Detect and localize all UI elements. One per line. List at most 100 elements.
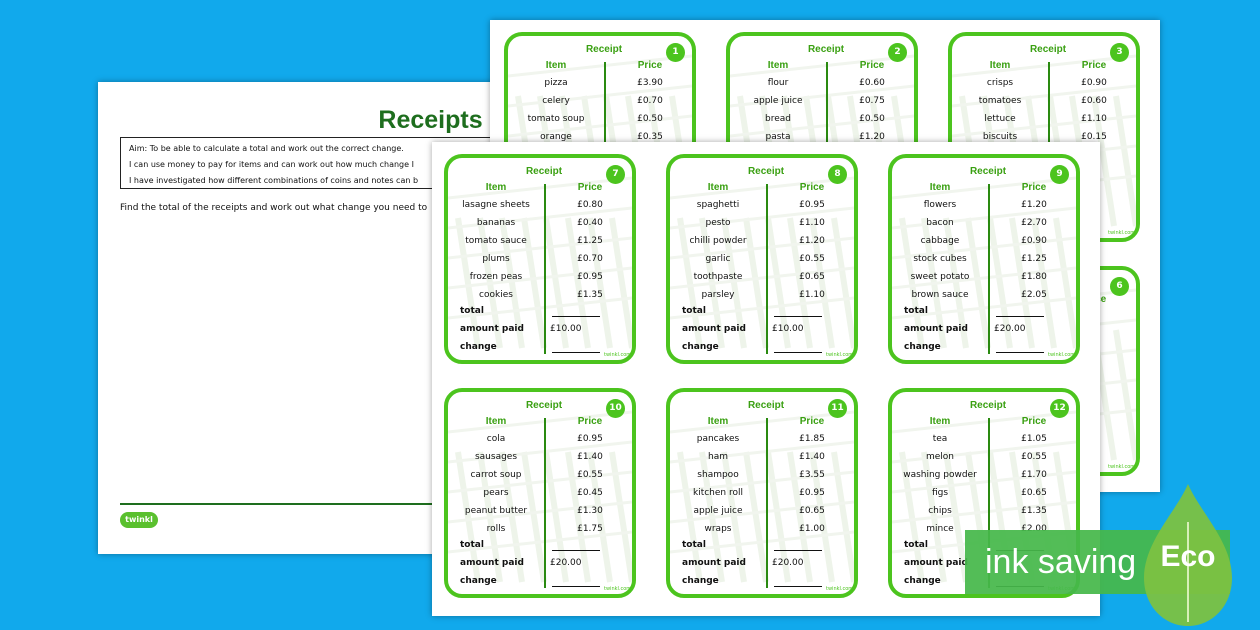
column-divider — [988, 184, 990, 354]
item-name: melon — [925, 452, 954, 462]
item-price: £1.10 — [1081, 114, 1107, 124]
item-column-header: Item — [929, 182, 951, 193]
eco-leaf-icon — [1144, 484, 1232, 626]
item-price: £1.80 — [1021, 272, 1047, 282]
total-answer-line — [774, 316, 822, 317]
item-name: carrot soup — [470, 470, 522, 480]
receipt-line-item: cookies £1.35 — [448, 286, 632, 304]
receipt-title: Receipt — [525, 400, 563, 411]
total-answer-line — [996, 316, 1044, 317]
receipt-title: Receipt — [969, 166, 1007, 177]
item-name: tomato sauce — [465, 236, 527, 246]
receipt-number-badge: 1 — [666, 43, 685, 62]
receipt-line-item: apple juice £0.75 — [730, 92, 914, 110]
item-price: £2.05 — [1021, 290, 1047, 300]
receipt-line-item: washing powder £1.70 — [892, 466, 1076, 484]
receipt-background-pattern — [670, 176, 854, 349]
receipt-line-item: chips £1.35 — [892, 502, 1076, 520]
receipt-line-item: bananas £0.40 — [448, 214, 632, 232]
item-name: kitchen roll — [692, 488, 743, 498]
amount-paid-label: amount paid — [904, 324, 968, 334]
item-price: £2.00 — [1021, 524, 1047, 534]
receipt-line-item: wraps £1.00 — [670, 520, 854, 538]
item-price: £0.60 — [859, 78, 885, 88]
item-price: £0.60 — [1081, 96, 1107, 106]
item-name: pancakes — [696, 434, 740, 444]
receipt-line-item: kitchen roll £0.95 — [670, 484, 854, 502]
item-column-header: Item — [485, 416, 507, 427]
amount-paid-label: amount paid — [682, 558, 746, 568]
receipt-line-item: chilli powder £1.20 — [670, 232, 854, 250]
receipt-title: Receipt — [585, 44, 623, 55]
item-name: chilli powder — [689, 236, 747, 246]
total-label: total — [904, 306, 928, 316]
item-name: pears — [483, 488, 509, 498]
item-price: £1.25 — [577, 236, 603, 246]
receipt-title: Receipt — [747, 400, 785, 411]
receipt-number-badge: 7 — [606, 165, 625, 184]
receipt-line-item: lettuce £1.10 — [952, 110, 1136, 128]
amount-paid-label: amount paid — [460, 324, 524, 334]
item-name: rolls — [486, 524, 506, 534]
item-name: pesto — [705, 218, 731, 228]
receipt-line-item: tea £1.05 — [892, 430, 1076, 448]
receipt-card: 7 Receipt Item Price lasagne sheets £0.80 bana… — [444, 154, 636, 364]
item-name: spaghetti — [696, 200, 740, 210]
aim-line: Aim: To be able to calculate a total and… — [129, 144, 404, 153]
item-column-header: Item — [485, 182, 507, 193]
item-column-header: Item — [545, 60, 567, 71]
item-price: £0.55 — [799, 254, 825, 264]
price-column-header: Price — [637, 60, 663, 71]
item-price: £0.55 — [577, 470, 603, 480]
receipt-line-item: lasagne sheets £0.80 — [448, 196, 632, 214]
total-answer-line — [552, 316, 600, 317]
receipt-number-badge: 6 — [1110, 277, 1129, 296]
receipt-number-badge: 12 — [1050, 399, 1069, 418]
item-column-header: Item — [767, 60, 789, 71]
receipt-line-item: bacon £2.70 — [892, 214, 1076, 232]
item-price: £0.90 — [1081, 78, 1107, 88]
item-name: peanut butter — [464, 506, 528, 516]
price-column-header: Price — [577, 182, 603, 193]
eco-label: Eco — [1160, 540, 1216, 573]
receipt-background-pattern — [448, 176, 632, 349]
item-name: figs — [931, 488, 949, 498]
receipt-title: Receipt — [969, 400, 1007, 411]
item-price: £0.55 — [1021, 452, 1047, 462]
item-name: apple juice — [753, 96, 803, 106]
item-name: apple juice — [693, 506, 743, 516]
mini-logo: twinkl.com — [604, 586, 632, 592]
price-column-header: Price — [1021, 182, 1047, 193]
receipt-line-item: pasta £1.20 — [730, 128, 914, 146]
item-price: £1.05 — [1021, 434, 1047, 444]
item-price: £1.00 — [799, 524, 825, 534]
item-price: £1.40 — [577, 452, 603, 462]
item-price: £2.70 — [1021, 218, 1047, 228]
aim-line: I can use money to pay for items and can… — [129, 160, 414, 169]
receipt-background-pattern — [448, 410, 632, 583]
item-price: £0.65 — [799, 272, 825, 282]
receipt-number-badge: 9 — [1050, 165, 1069, 184]
ink-saving-text: ink saving — [985, 543, 1137, 581]
item-name: pizza — [544, 78, 568, 88]
amount-paid-label: amount paid — [904, 558, 968, 568]
receipt-card: 10 Receipt Item Price cola £0.95 sausages £1.40… — [444, 388, 636, 598]
receipt-background-pattern — [892, 176, 1076, 349]
receipt-line-item: stock cubes £1.25 — [892, 250, 1076, 268]
receipt-card: 9 Receipt Item Price flowers £1.20 bacon £2.70 c… — [888, 154, 1080, 364]
item-name: garlic — [705, 254, 731, 264]
item-name: sausages — [474, 452, 518, 462]
item-name: lasagne sheets — [462, 200, 530, 210]
receipt-line-item: plums £0.70 — [448, 250, 632, 268]
receipt-line-item: melon £0.55 — [892, 448, 1076, 466]
instruction-text: Find the total of the receipts and work … — [120, 203, 428, 213]
price-column-header: Price — [577, 416, 603, 427]
receipt-line-item: frozen peas £0.95 — [448, 268, 632, 286]
item-name: biscuits — [982, 132, 1018, 142]
total-label: total — [460, 306, 484, 316]
column-divider — [766, 418, 768, 588]
receipt-line-item: pancakes £1.85 — [670, 430, 854, 448]
receipt-line-item: parsley £1.10 — [670, 286, 854, 304]
item-name: orange — [540, 132, 572, 142]
item-price: £0.70 — [637, 96, 663, 106]
